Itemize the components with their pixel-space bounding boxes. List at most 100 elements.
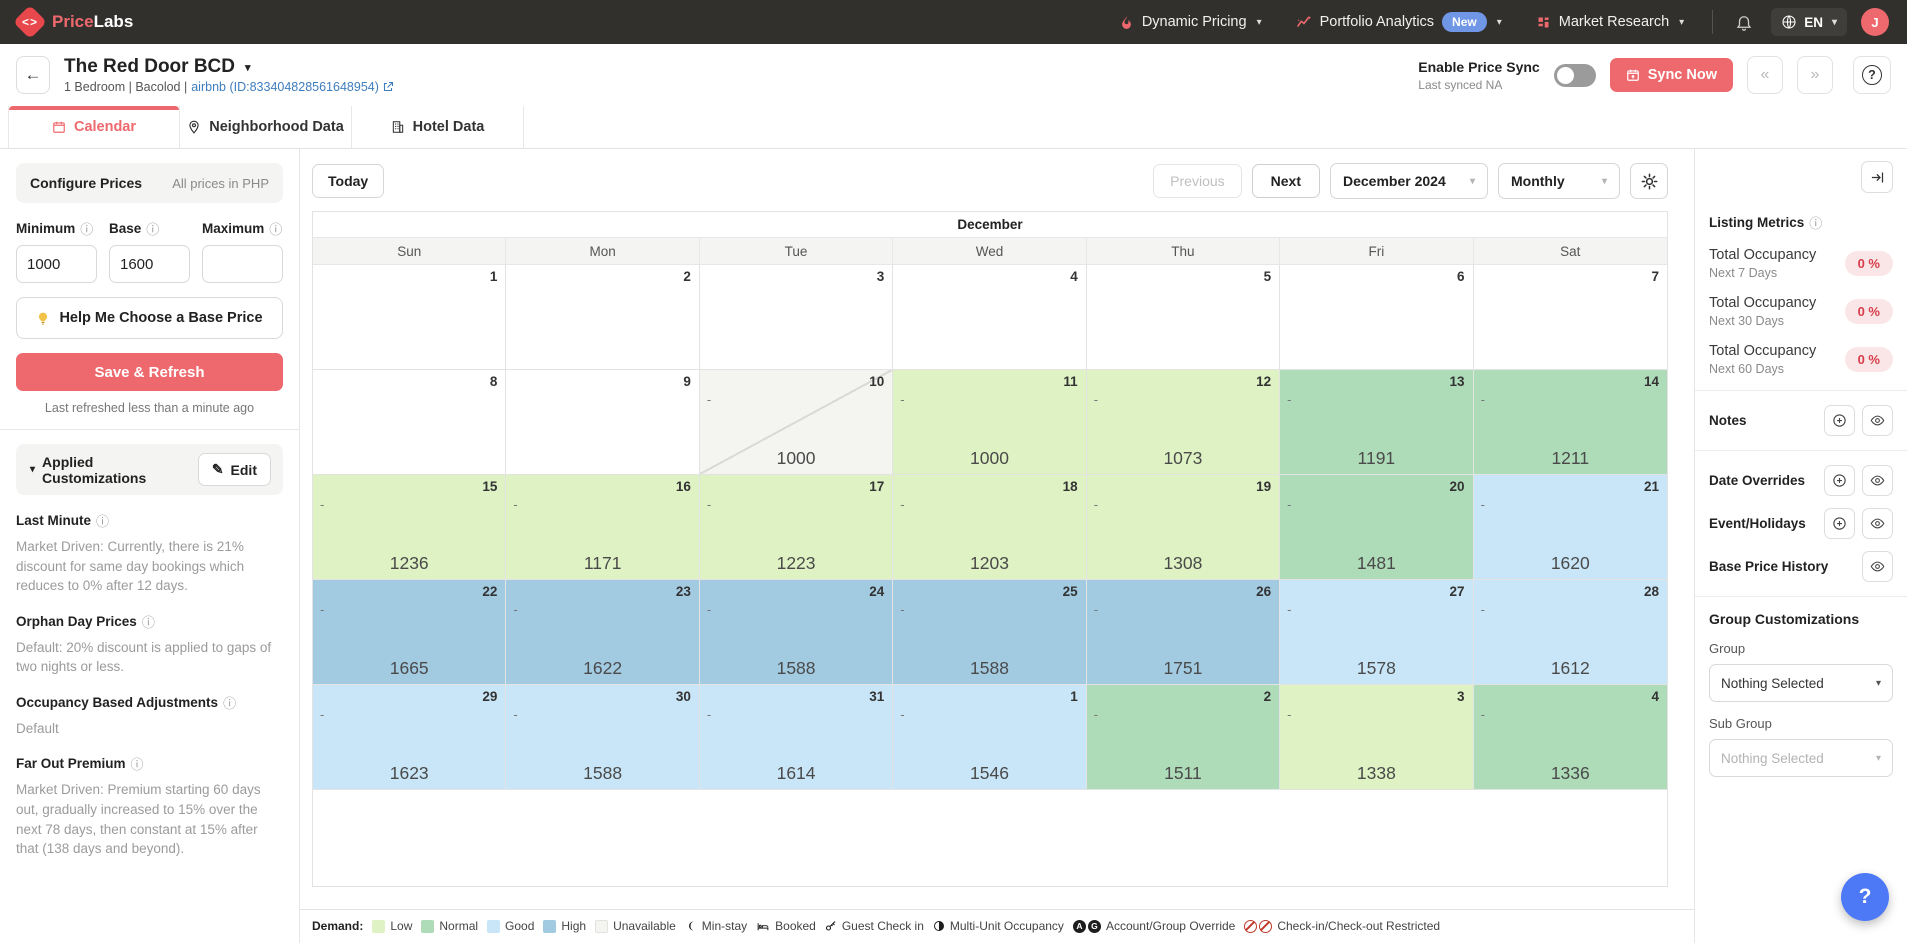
- calendar-day-cell[interactable]: 3: [699, 265, 894, 370]
- calendar-day-cell[interactable]: 30 - 1588: [506, 685, 700, 790]
- info-icon[interactable]: ⓘ: [141, 614, 155, 630]
- sync-now-button[interactable]: Sync Now: [1609, 58, 1733, 92]
- calendar-settings-button[interactable]: [1630, 163, 1668, 199]
- chevron-down-icon: ▾: [1875, 677, 1881, 689]
- help-choose-base-price-button[interactable]: Help Me Choose a Base Price: [16, 297, 283, 339]
- calendar-day-cell[interactable]: 25 - 1588: [893, 580, 1087, 685]
- calendar-day-cell[interactable]: 11 - 1000: [893, 370, 1087, 475]
- min-stay-dash: -: [900, 497, 905, 512]
- previous-month-button[interactable]: Previous: [1153, 164, 1242, 198]
- weekday-header: Mon: [506, 238, 700, 264]
- calendar-day-cell[interactable]: 1: [313, 265, 507, 370]
- info-icon[interactable]: ⓘ: [1809, 216, 1823, 231]
- subgroup-select[interactable]: Nothing Selected ▾: [1709, 739, 1893, 777]
- calendar-day-cell[interactable]: 2 - 1511: [1086, 685, 1281, 790]
- save-refresh-button[interactable]: Save & Refresh: [16, 353, 283, 391]
- calendar-day-cell[interactable]: 2: [506, 265, 700, 370]
- tab-calendar[interactable]: Calendar: [8, 106, 180, 148]
- calendar-day-cell[interactable]: 26 - 1751: [1086, 580, 1281, 685]
- calendar-day-cell[interactable]: 19 - 1308: [1086, 475, 1281, 580]
- view-notes-button[interactable]: [1862, 405, 1893, 436]
- calendar-day-cell[interactable]: 15 - 1236: [313, 475, 507, 580]
- calendar-day-cell[interactable]: 6: [1280, 265, 1474, 370]
- min-stay-dash: -: [320, 602, 325, 617]
- today-button[interactable]: Today: [312, 164, 385, 198]
- info-icon[interactable]: ⓘ: [96, 514, 110, 529]
- add-note-button[interactable]: [1824, 405, 1855, 436]
- calendar-day-cell[interactable]: 10 - 1000: [699, 370, 894, 475]
- add-date-override-button[interactable]: [1824, 465, 1855, 496]
- calendar-day-cell[interactable]: 5: [1086, 265, 1281, 370]
- info-icon[interactable]: ⓘ: [80, 222, 94, 237]
- customization-description: Market Driven: Premium starting 60 days …: [16, 782, 261, 857]
- globe-icon: [1781, 14, 1797, 30]
- chevron-down-icon: ▾: [1875, 752, 1881, 764]
- brand[interactable]: <> PriceLabs: [13, 5, 133, 39]
- calendar-day-cell[interactable]: 22 - 1665: [313, 580, 507, 685]
- nav-item-market-research[interactable]: Market Research ▾: [1536, 14, 1684, 30]
- calendar-day-cell[interactable]: 8: [313, 370, 507, 475]
- floating-help-button[interactable]: ?: [1841, 873, 1889, 921]
- calendar-day-cell[interactable]: 3 - 1338: [1280, 685, 1474, 790]
- view-base-price-history-button[interactable]: [1862, 551, 1893, 582]
- next-listing-button[interactable]: »: [1797, 56, 1833, 94]
- legend-demand-low: Low: [372, 919, 412, 933]
- info-icon[interactable]: ⓘ: [146, 222, 160, 237]
- min-stay-dash: -: [900, 392, 905, 407]
- previous-listing-button[interactable]: «: [1747, 56, 1783, 94]
- calendar-day-cell[interactable]: 24 - 1588: [699, 580, 894, 685]
- collapse-panel-button[interactable]: [1861, 161, 1893, 193]
- tab-hotel-data[interactable]: Hotel Data: [352, 106, 524, 148]
- calendar-day-cell[interactable]: 16 - 1171: [506, 475, 700, 580]
- header-help-button[interactable]: ?: [1853, 56, 1891, 94]
- calendar-day-cell[interactable]: 13 - 1191: [1280, 370, 1474, 475]
- calendar-day-cell[interactable]: 12 - 1073: [1086, 370, 1281, 475]
- notifications-bell-icon[interactable]: [1731, 9, 1757, 35]
- info-icon[interactable]: ⓘ: [130, 757, 144, 773]
- calendar-day-cell[interactable]: 4 - 1336: [1473, 685, 1667, 790]
- maximum-price-input[interactable]: [202, 245, 283, 283]
- info-icon[interactable]: ⓘ: [223, 695, 237, 711]
- calendar-day-cell[interactable]: 20 - 1481: [1280, 475, 1474, 580]
- group-select[interactable]: Nothing Selected ▾: [1709, 664, 1893, 702]
- add-event-button[interactable]: [1824, 508, 1855, 539]
- airbnb-listing-link[interactable]: airbnb (ID:833404828561648954): [191, 80, 394, 94]
- calendar-day-cell[interactable]: 29 - 1623: [313, 685, 507, 790]
- nav-item-dynamic-pricing[interactable]: Dynamic Pricing ▾: [1119, 14, 1262, 30]
- view-date-overrides-button[interactable]: [1862, 465, 1893, 496]
- month-select[interactable]: December 2024 ▾: [1330, 163, 1488, 199]
- calendar-day-cell[interactable]: 27 - 1578: [1280, 580, 1474, 685]
- listing-metrics-panel: Listing Metrics ⓘ Total Occupancy Next 7 …: [1695, 149, 1907, 943]
- info-icon[interactable]: ⓘ: [269, 222, 283, 237]
- price-sync-toggle[interactable]: [1553, 63, 1596, 87]
- minimum-price-input[interactable]: [16, 245, 97, 283]
- view-select[interactable]: Monthly ▾: [1498, 163, 1620, 199]
- day-price: 1588: [970, 658, 1009, 678]
- calendar-day-cell[interactable]: 21 - 1620: [1473, 475, 1667, 580]
- calendar-day-cell[interactable]: 28 - 1612: [1473, 580, 1667, 685]
- nav-item-portfolio-analytics[interactable]: Portfolio Analytics New ▾: [1296, 12, 1502, 32]
- day-number: 16: [675, 479, 691, 494]
- calendar-day-cell[interactable]: 4: [893, 265, 1087, 370]
- back-button[interactable]: ←: [16, 56, 50, 94]
- metric-period: Next 60 Days: [1709, 362, 1785, 376]
- calendar-day-cell[interactable]: 31 - 1614: [699, 685, 894, 790]
- calendar-day-cell[interactable]: 17 - 1223: [699, 475, 894, 580]
- metric-name: Total Occupancy: [1709, 343, 1817, 359]
- language-selector[interactable]: EN ▾: [1771, 8, 1847, 36]
- customization-orphan-day: Orphan Day Prices ⓘ Default: 20% discount…: [16, 612, 283, 677]
- calendar-day-cell[interactable]: 9: [506, 370, 700, 475]
- next-month-button[interactable]: Next: [1251, 164, 1320, 198]
- edit-customizations-button[interactable]: ✎ Edit: [197, 453, 271, 486]
- calendar-day-cell[interactable]: 1 - 1546: [893, 685, 1087, 790]
- base-price-input[interactable]: [109, 245, 190, 283]
- applied-customizations-toggle[interactable]: ▾ Applied Customizations: [30, 453, 147, 486]
- calendar-day-cell[interactable]: 23 - 1622: [506, 580, 700, 685]
- tab-neighborhood-data[interactable]: Neighborhood Data: [180, 106, 352, 148]
- listing-title-dropdown[interactable]: The Red Door BCD ▾: [64, 56, 394, 78]
- user-avatar[interactable]: J: [1861, 8, 1889, 36]
- calendar-day-cell[interactable]: 14 - 1211: [1473, 370, 1667, 475]
- calendar-day-cell[interactable]: 18 - 1203: [893, 475, 1087, 580]
- view-events-button[interactable]: [1862, 508, 1893, 539]
- calendar-day-cell[interactable]: 7: [1473, 265, 1667, 370]
